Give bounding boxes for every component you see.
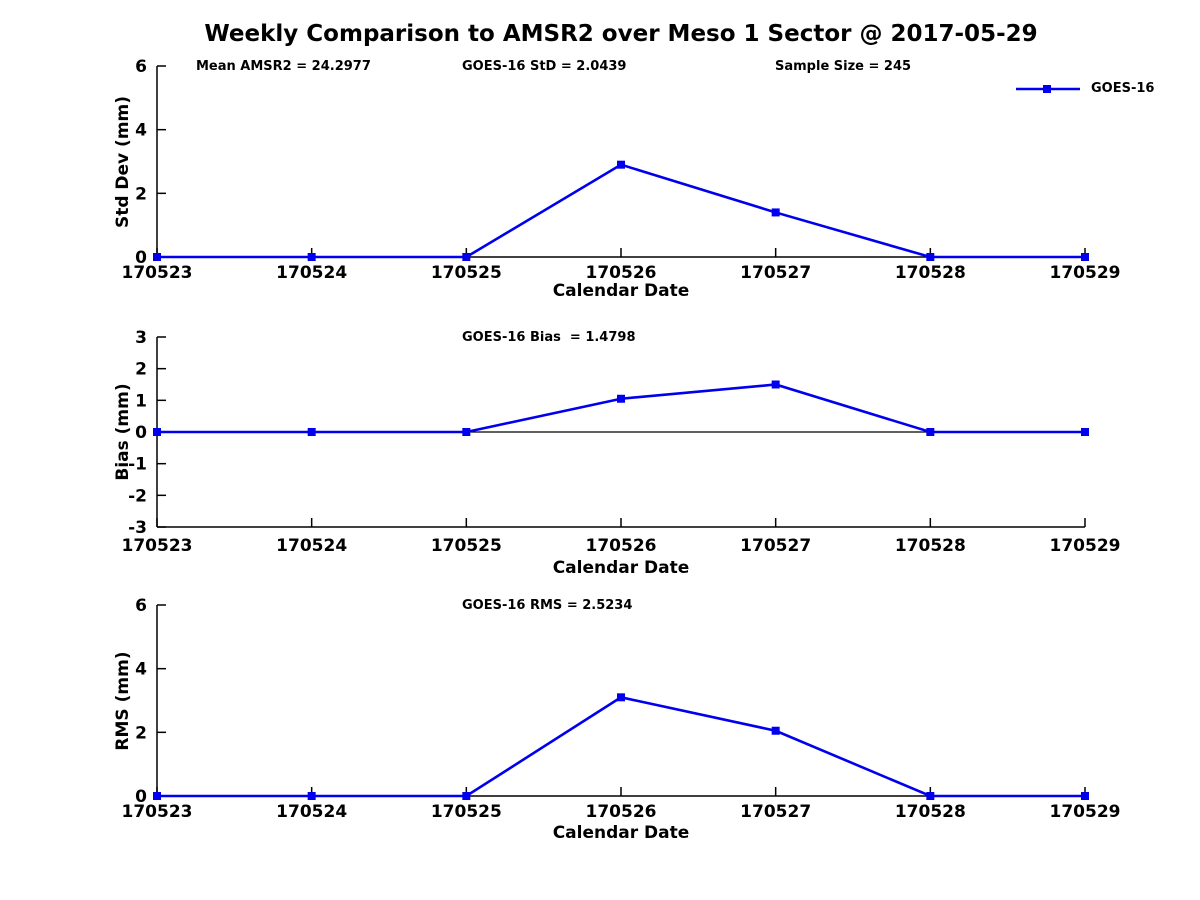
x-axis-label-calendar-date-2: Calendar Date — [552, 558, 690, 578]
rms-mm-data-marker — [617, 693, 625, 702]
x-tick-label: 170529 — [1050, 536, 1121, 556]
chart-title: Weekly Comparison to AMSR2 over Meso 1 S… — [204, 21, 1038, 47]
rms-mm-data-marker — [153, 792, 161, 800]
x-tick-label: 170524 — [276, 802, 347, 822]
std-dev-mm-data-marker — [307, 253, 316, 261]
y-tick-label: -1 — [128, 455, 147, 475]
y-tick-label: -3 — [128, 518, 147, 538]
x-tick-label: 170523 — [122, 536, 193, 556]
bias-mm-data-marker — [307, 428, 316, 436]
legend: GOES-16 — [1016, 82, 1154, 96]
y-tick-label: 3 — [135, 328, 147, 348]
y-tick-label: 0 — [135, 423, 147, 443]
x-tick-label: 170526 — [586, 802, 657, 822]
bias-mm-data-marker — [153, 428, 161, 436]
std-dev-mm-data-marker — [153, 253, 161, 261]
annotation-mean-amsr2: Mean AMSR2 = 24.2977 — [196, 59, 371, 74]
y-tick-label: 6 — [135, 596, 147, 616]
rms-mm-data-marker — [307, 792, 316, 800]
x-tick-label: 170523 — [122, 263, 193, 283]
y-tick-label: 4 — [135, 660, 147, 680]
y-tick-label: 6 — [135, 57, 147, 77]
bias-mm-data-marker — [617, 394, 625, 403]
x-tick-label: 170526 — [586, 536, 657, 556]
y-tick-label: 0 — [135, 248, 147, 268]
x-tick-label: 170523 — [122, 802, 193, 822]
bias-mm-data-marker — [926, 428, 935, 436]
x-tick-label: 170528 — [895, 802, 966, 822]
x-tick-label: 170528 — [895, 263, 966, 283]
bias-mm-data-marker — [771, 380, 780, 389]
x-tick-label: 170525 — [431, 802, 502, 822]
y-axis-label-bias: Bias (mm) — [113, 383, 133, 481]
y-tick-label: 2 — [135, 184, 147, 204]
x-tick-label: 170528 — [895, 536, 966, 556]
annotation-goes16-bias: GOES-16 Bias = 1.4798 — [462, 330, 636, 345]
y-tick-label: 4 — [135, 121, 147, 141]
rms-mm-series-line — [157, 695, 1085, 798]
legend-label: GOES-16 — [1091, 81, 1155, 96]
x-tick-label: 170524 — [276, 536, 347, 556]
rms-mm-data-marker — [462, 792, 471, 800]
y-tick-label: 2 — [135, 360, 147, 380]
y-tick-label: 0 — [135, 787, 147, 807]
std-dev-mm-data-marker — [771, 208, 780, 217]
legend-line-icon — [1016, 85, 1080, 93]
y-tick-label: -2 — [128, 486, 147, 506]
x-tick-label: 170527 — [740, 263, 811, 283]
x-tick-label: 170526 — [586, 263, 657, 283]
std-dev-mm-data-marker — [1081, 253, 1089, 261]
bias-mm-data-marker — [1081, 428, 1089, 436]
std-dev-mm-series-line — [157, 163, 1085, 259]
x-tick-label: 170524 — [276, 263, 347, 283]
y-axis-label-rms: RMS (mm) — [113, 651, 133, 751]
annotation-goes16-std: GOES-16 StD = 2.0439 — [462, 59, 627, 74]
y-axis-label-std-dev: Std Dev (mm) — [113, 95, 133, 229]
x-axis-label-calendar-date-3: Calendar Date — [552, 823, 690, 843]
annotation-sample-size: Sample Size = 245 — [775, 59, 912, 74]
std-dev-mm-data-marker — [462, 253, 471, 261]
x-tick-label: 170525 — [431, 536, 502, 556]
rms-mm-data-marker — [1081, 792, 1089, 800]
std-dev-mm-data-marker — [926, 253, 935, 261]
rms-mm-data-marker — [771, 726, 780, 735]
std-dev-mm-data-marker — [617, 160, 625, 169]
y-tick-label: 1 — [135, 391, 147, 411]
annotation-goes16-rms: GOES-16 RMS = 2.5234 — [462, 598, 633, 613]
x-tick-label: 170529 — [1050, 263, 1121, 283]
rms-mm-data-marker — [926, 792, 935, 800]
bias-mm-series-line — [157, 383, 1085, 434]
x-tick-label: 170527 — [740, 802, 811, 822]
subplot-bias-mm: -3 -2 -1 0 1 2 3 170523 170524 170525 170526 170527… — [122, 328, 1121, 556]
x-tick-label: 170525 — [431, 263, 502, 283]
y-tick-label: 2 — [135, 723, 147, 743]
x-axis-label-calendar-date-1: Calendar Date — [552, 281, 690, 301]
subplot-std-dev-mm: 0 2 4 6 170523 170524 170525 170526 170527 170528… — [122, 57, 1121, 283]
subplot-rms-mm: 0 2 4 6 170523 170524 170525 170526 170527 170528… — [122, 596, 1121, 822]
x-tick-label: 170529 — [1050, 802, 1121, 822]
x-tick-label: 170527 — [740, 536, 811, 556]
bias-mm-data-marker — [462, 428, 471, 436]
